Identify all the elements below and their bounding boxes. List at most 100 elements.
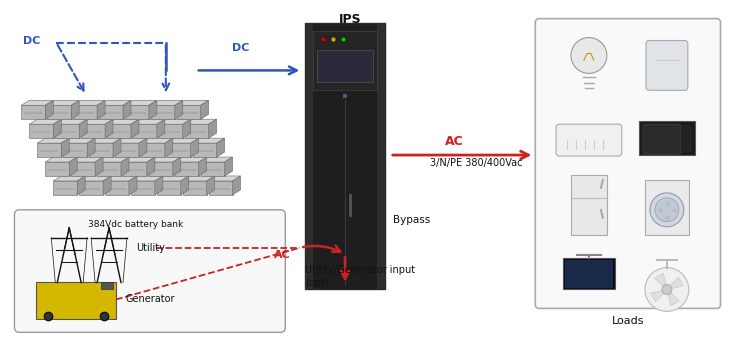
- Polygon shape: [176, 105, 200, 119]
- Polygon shape: [45, 100, 53, 119]
- Polygon shape: [107, 124, 131, 138]
- Polygon shape: [21, 105, 45, 119]
- Text: 384Vdc battery bank: 384Vdc battery bank: [88, 220, 184, 229]
- Polygon shape: [29, 119, 61, 124]
- Polygon shape: [131, 181, 155, 195]
- Polygon shape: [131, 119, 139, 138]
- Text: AC: AC: [273, 250, 290, 260]
- Polygon shape: [97, 157, 129, 162]
- Polygon shape: [208, 119, 217, 138]
- Polygon shape: [115, 143, 139, 157]
- Polygon shape: [125, 100, 157, 105]
- Polygon shape: [165, 138, 173, 157]
- FancyBboxPatch shape: [313, 31, 377, 90]
- Polygon shape: [99, 105, 123, 119]
- Polygon shape: [192, 138, 225, 143]
- Circle shape: [645, 268, 689, 311]
- Polygon shape: [89, 143, 113, 157]
- Polygon shape: [175, 162, 199, 176]
- Polygon shape: [99, 100, 131, 105]
- Polygon shape: [71, 157, 103, 162]
- Polygon shape: [37, 143, 61, 157]
- FancyBboxPatch shape: [643, 124, 681, 154]
- Polygon shape: [149, 162, 173, 176]
- Polygon shape: [63, 138, 95, 143]
- Polygon shape: [225, 157, 233, 176]
- Polygon shape: [159, 119, 191, 124]
- Polygon shape: [208, 176, 241, 181]
- FancyBboxPatch shape: [15, 210, 285, 332]
- FancyBboxPatch shape: [646, 40, 688, 90]
- FancyBboxPatch shape: [305, 23, 313, 289]
- Polygon shape: [53, 176, 85, 181]
- FancyBboxPatch shape: [36, 281, 116, 319]
- Polygon shape: [176, 100, 208, 105]
- Polygon shape: [200, 157, 233, 162]
- Text: Utility/Generator input
(opt): Utility/Generator input (opt): [305, 265, 416, 288]
- Polygon shape: [73, 100, 105, 105]
- Polygon shape: [105, 176, 137, 181]
- Polygon shape: [97, 162, 121, 176]
- Polygon shape: [89, 138, 121, 143]
- Circle shape: [655, 198, 679, 222]
- Polygon shape: [115, 138, 147, 143]
- Polygon shape: [55, 119, 87, 124]
- Polygon shape: [208, 181, 233, 195]
- Text: AC: AC: [445, 135, 464, 148]
- Polygon shape: [53, 119, 61, 138]
- Polygon shape: [157, 176, 189, 181]
- Polygon shape: [123, 162, 147, 176]
- Circle shape: [571, 37, 607, 73]
- Polygon shape: [133, 124, 157, 138]
- Polygon shape: [650, 289, 667, 302]
- Text: DC: DC: [23, 35, 41, 45]
- Circle shape: [662, 284, 672, 295]
- Polygon shape: [79, 181, 103, 195]
- Polygon shape: [233, 176, 241, 195]
- Polygon shape: [139, 138, 147, 157]
- Polygon shape: [37, 138, 69, 143]
- Polygon shape: [667, 289, 679, 306]
- Polygon shape: [184, 124, 208, 138]
- Polygon shape: [71, 162, 95, 176]
- Polygon shape: [167, 138, 199, 143]
- Polygon shape: [151, 100, 183, 105]
- Polygon shape: [159, 124, 183, 138]
- Polygon shape: [183, 176, 214, 181]
- Polygon shape: [71, 100, 79, 119]
- Polygon shape: [200, 100, 208, 119]
- Polygon shape: [63, 143, 87, 157]
- Polygon shape: [149, 100, 157, 119]
- Polygon shape: [155, 176, 163, 195]
- Polygon shape: [183, 181, 206, 195]
- Polygon shape: [183, 119, 191, 138]
- Polygon shape: [81, 124, 105, 138]
- Circle shape: [650, 193, 684, 227]
- Polygon shape: [141, 138, 173, 143]
- FancyBboxPatch shape: [645, 180, 689, 235]
- Polygon shape: [47, 100, 79, 105]
- Polygon shape: [149, 157, 181, 162]
- Polygon shape: [61, 138, 69, 157]
- Polygon shape: [73, 105, 97, 119]
- FancyBboxPatch shape: [535, 19, 720, 308]
- FancyBboxPatch shape: [681, 126, 691, 152]
- Polygon shape: [129, 176, 137, 195]
- Polygon shape: [81, 119, 113, 124]
- Polygon shape: [181, 176, 189, 195]
- Polygon shape: [655, 273, 667, 289]
- Polygon shape: [667, 277, 683, 289]
- FancyBboxPatch shape: [571, 175, 607, 235]
- Polygon shape: [184, 119, 217, 124]
- Polygon shape: [123, 157, 155, 162]
- Polygon shape: [151, 105, 175, 119]
- Polygon shape: [133, 119, 165, 124]
- FancyBboxPatch shape: [101, 281, 113, 289]
- Polygon shape: [175, 157, 206, 162]
- Polygon shape: [103, 176, 111, 195]
- Polygon shape: [55, 124, 79, 138]
- Polygon shape: [199, 157, 206, 176]
- Polygon shape: [69, 157, 77, 176]
- Polygon shape: [217, 138, 225, 157]
- FancyBboxPatch shape: [563, 257, 615, 289]
